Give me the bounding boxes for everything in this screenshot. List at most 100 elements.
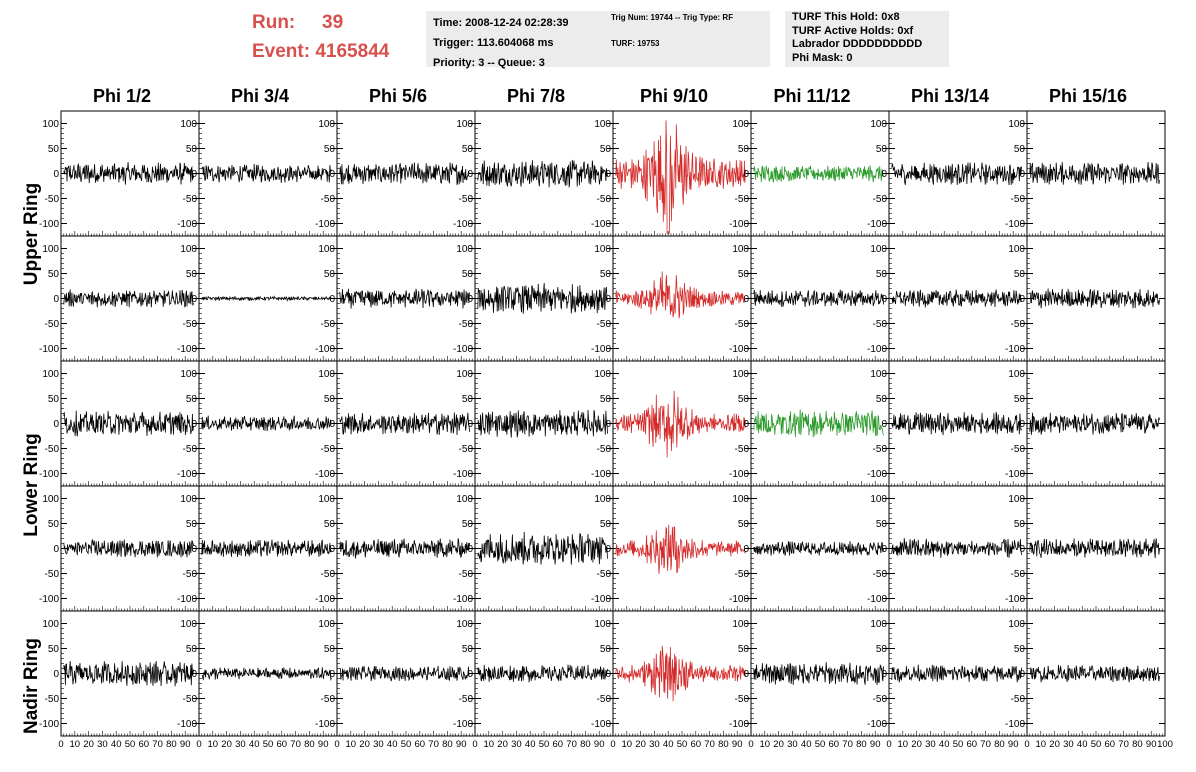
y-tick-label: -100: [315, 219, 335, 230]
x-tick-label: 40: [111, 739, 122, 750]
y-tick-label: -50: [597, 444, 612, 455]
x-tick-label: 10: [208, 739, 219, 750]
y-tick-label: 100: [42, 119, 59, 130]
x-tick-label: 10: [1036, 739, 1047, 750]
waveform-trace: [615, 271, 746, 319]
y-tick-label: -50: [321, 319, 336, 330]
y-tick-label: -50: [45, 694, 60, 705]
event-value: 4165844: [315, 41, 390, 62]
y-tick-label: -50: [459, 194, 474, 205]
y-tick-label: 0: [329, 419, 335, 430]
turf-line: TURF: 19753: [611, 39, 660, 48]
waveform-panel: 100 50 0 -50 -100: [315, 235, 476, 362]
y-tick-label: -100: [453, 469, 473, 480]
x-tick-label: 10: [346, 739, 357, 750]
x-tick-label: 80: [442, 739, 453, 750]
y-tick-label: 50: [1014, 394, 1026, 405]
y-tick-label: 0: [191, 419, 197, 430]
y-tick-label: 50: [186, 644, 198, 655]
waveform-trace: [63, 538, 194, 558]
x-tick-label: 10: [70, 739, 81, 750]
y-tick-label: 50: [324, 519, 336, 530]
waveform-panel: 100 50 0 -50 -100: [729, 110, 890, 237]
y-tick-label: 0: [53, 669, 59, 680]
x-tick-label: 90: [1146, 739, 1157, 750]
y-tick-label: 100: [318, 494, 335, 505]
waveform-panel: 100 50 0 -50 -100: [591, 610, 752, 737]
y-tick-label: 50: [324, 269, 336, 280]
waveform-trace: [63, 161, 194, 185]
waveform-trace: [201, 163, 332, 184]
y-tick-label: 0: [743, 419, 749, 430]
y-tick-label: -100: [729, 219, 749, 230]
waveform-trace: [477, 409, 608, 438]
y-tick-label: -100: [867, 594, 887, 605]
y-tick-label: 0: [467, 669, 473, 680]
waveform-panel: 100 50 0 -50 -100: [591, 485, 752, 612]
y-tick-label: 100: [318, 119, 335, 130]
y-tick-label: -50: [321, 444, 336, 455]
y-tick-label: 50: [48, 519, 60, 530]
y-tick-label: 100: [456, 619, 473, 630]
x-tick-label: 90: [318, 739, 329, 750]
waveform-trace: [753, 409, 884, 438]
phi-mask-line: Phi Mask: 0: [792, 51, 853, 64]
y-tick-label: 50: [48, 394, 60, 405]
y-tick-label: 0: [605, 294, 611, 305]
y-tick-label: -50: [873, 444, 888, 455]
col-header-phi-11-12: Phi 11/12: [773, 86, 851, 106]
x-tick-label: 70: [980, 739, 991, 750]
waveform-panel: 100 50 0 -50 -100: [867, 485, 1028, 612]
y-tick-label: 0: [743, 169, 749, 180]
y-tick-label: -100: [39, 469, 59, 480]
x-tick-label: 20: [635, 739, 646, 750]
y-tick-label: 0: [1019, 419, 1025, 430]
y-tick-label: 0: [1019, 669, 1025, 680]
y-tick-label: -100: [453, 594, 473, 605]
y-tick-label: 0: [467, 544, 473, 555]
y-tick-label: -100: [177, 219, 197, 230]
waveform-trace: [339, 162, 470, 186]
y-tick-label: -100: [453, 219, 473, 230]
x-tick-label: 50: [401, 739, 412, 750]
x-tick-label: 70: [842, 739, 853, 750]
waveform-panel: 100 50 0 -50 -100: [453, 110, 614, 237]
x-tick-label: 40: [387, 739, 398, 750]
x-tick-label: 30: [235, 739, 246, 750]
waveform-trace: [477, 159, 608, 188]
y-tick-label: -50: [45, 444, 60, 455]
y-tick-label: -100: [453, 719, 473, 730]
y-tick-label: -50: [1011, 569, 1026, 580]
y-tick-label: 0: [881, 544, 887, 555]
col-header-phi-7-8: Phi 7/8: [506, 86, 566, 106]
waveform-trace: [615, 524, 746, 574]
x-tick-label: 30: [373, 739, 384, 750]
y-tick-label: -100: [315, 719, 335, 730]
y-tick-label: 100: [732, 494, 749, 505]
waveform-trace: [477, 531, 608, 565]
col-header-phi-1-2: Phi 1/2: [92, 86, 152, 106]
y-tick-label: -50: [735, 319, 750, 330]
waveform-trace: [615, 120, 746, 234]
y-tick-label: 100: [594, 369, 611, 380]
y-tick-label: 0: [53, 419, 59, 430]
y-tick-label: 0: [191, 169, 197, 180]
y-tick-label: 50: [876, 144, 888, 155]
trigger-line: Trigger: 113.604068 ms: [433, 37, 554, 49]
x-tick-label: 50: [539, 739, 550, 750]
y-tick-label: -100: [591, 219, 611, 230]
x-tick-label: 10: [760, 739, 771, 750]
y-tick-label: 50: [738, 644, 750, 655]
y-tick-label: 50: [876, 394, 888, 405]
y-tick-label: -100: [1005, 344, 1025, 355]
y-tick-label: 0: [605, 669, 611, 680]
y-tick-label: 50: [186, 394, 198, 405]
y-tick-label: -100: [867, 719, 887, 730]
y-tick-label: 0: [605, 544, 611, 555]
col-header-phi-5-6: Phi 5/6: [368, 86, 428, 106]
event-label: Event:: [252, 41, 311, 62]
waveform-panel: 100 50 0 -50 -100: [867, 360, 1028, 487]
waveform-panel: 100 50 0 -50 -100: [729, 610, 890, 737]
y-tick-label: -50: [1011, 194, 1026, 205]
